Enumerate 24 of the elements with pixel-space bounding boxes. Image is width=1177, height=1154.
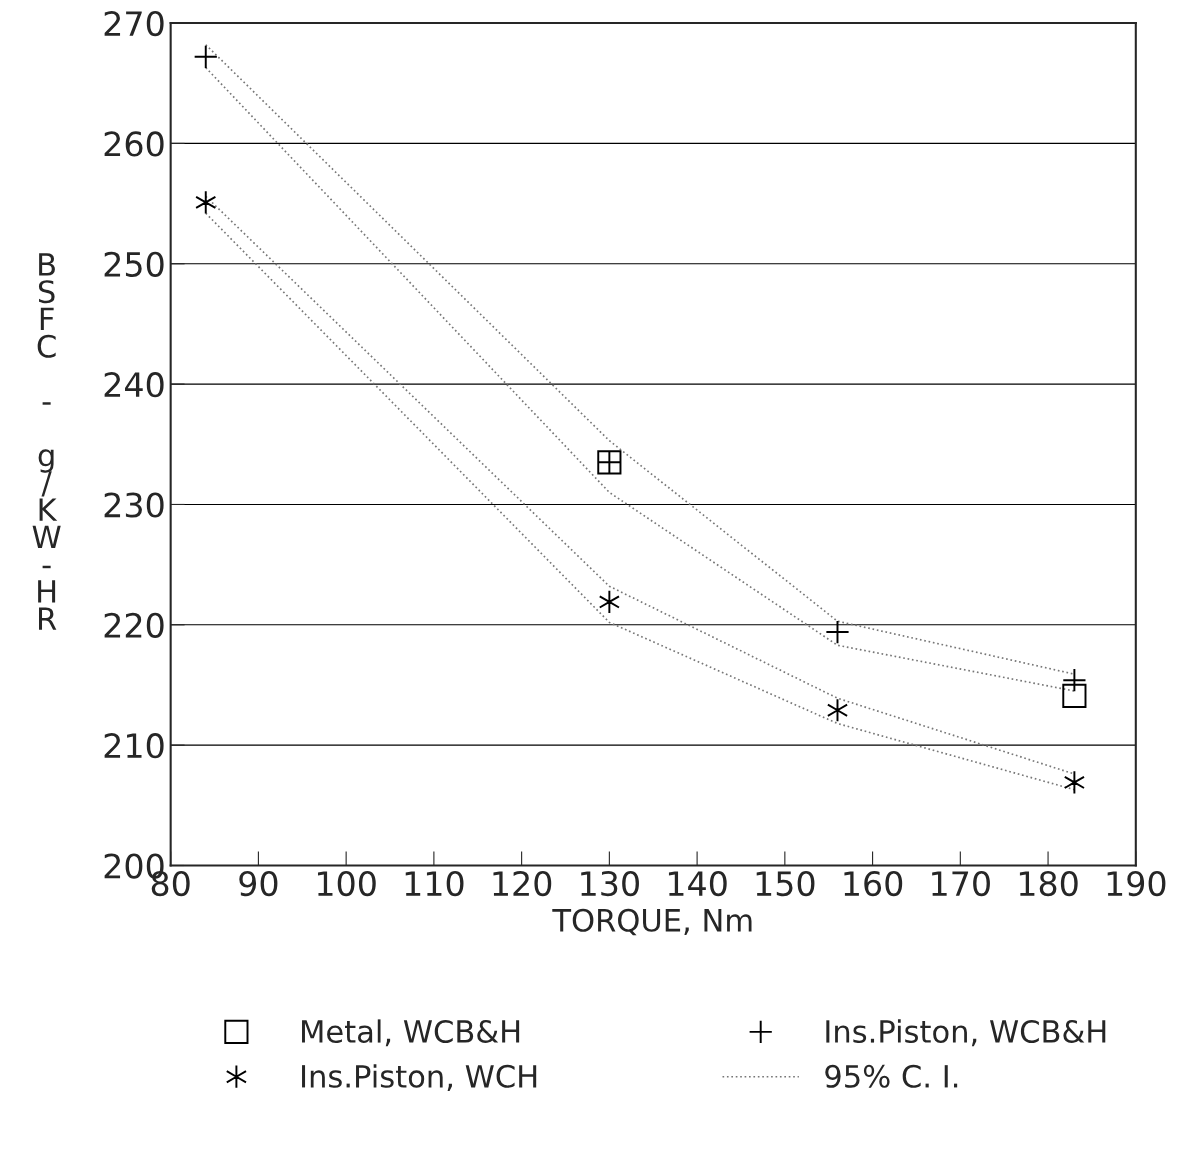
- y-tick-label: 250: [104, 251, 164, 277]
- x-tick-label: 100: [317, 870, 376, 897]
- y-tick-label: 260: [104, 131, 164, 157]
- text: BSFC - g/KW-HR: [32, 253, 61, 630]
- x-tick-label: 120: [493, 870, 552, 897]
- x-tick-label: 180: [1019, 870, 1078, 897]
- y-tick-label: 230: [104, 492, 164, 518]
- x-tick-label: 110: [405, 870, 464, 897]
- x-tick-label: 140: [668, 870, 727, 897]
- x-tick-label: 170: [932, 870, 990, 897]
- y-tick-label: 240: [104, 372, 164, 398]
- x-tick-label: 190: [1107, 870, 1166, 897]
- legend-label: 95% C. I.: [825, 1064, 958, 1088]
- y-tick-label: 220: [104, 612, 164, 638]
- legend-label: Metal, WCB&H: [302, 1019, 520, 1047]
- x-tick-label: 90: [239, 870, 278, 897]
- x-axis-title: TORQUE, Nm: [552, 908, 752, 936]
- point: [1062, 683, 1087, 708]
- x-tick-label: 160: [844, 870, 903, 897]
- legend-label: Ins.Piston, WCB&H: [826, 1019, 1106, 1047]
- y-tick-label: 210: [104, 733, 164, 759]
- x-tick-label: 150: [756, 870, 815, 897]
- x-tick-label: 130: [581, 870, 639, 897]
- y-tick-label: 270: [104, 11, 164, 37]
